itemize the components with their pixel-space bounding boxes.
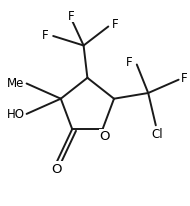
Text: O: O [99,130,110,143]
Text: HO: HO [7,108,25,121]
Text: O: O [52,162,62,175]
Text: Me: Me [7,77,25,90]
Text: F: F [181,72,188,85]
Text: Cl: Cl [151,128,163,141]
Text: F: F [42,28,49,41]
Text: F: F [112,18,118,31]
Text: F: F [68,9,74,22]
Text: F: F [126,56,132,69]
